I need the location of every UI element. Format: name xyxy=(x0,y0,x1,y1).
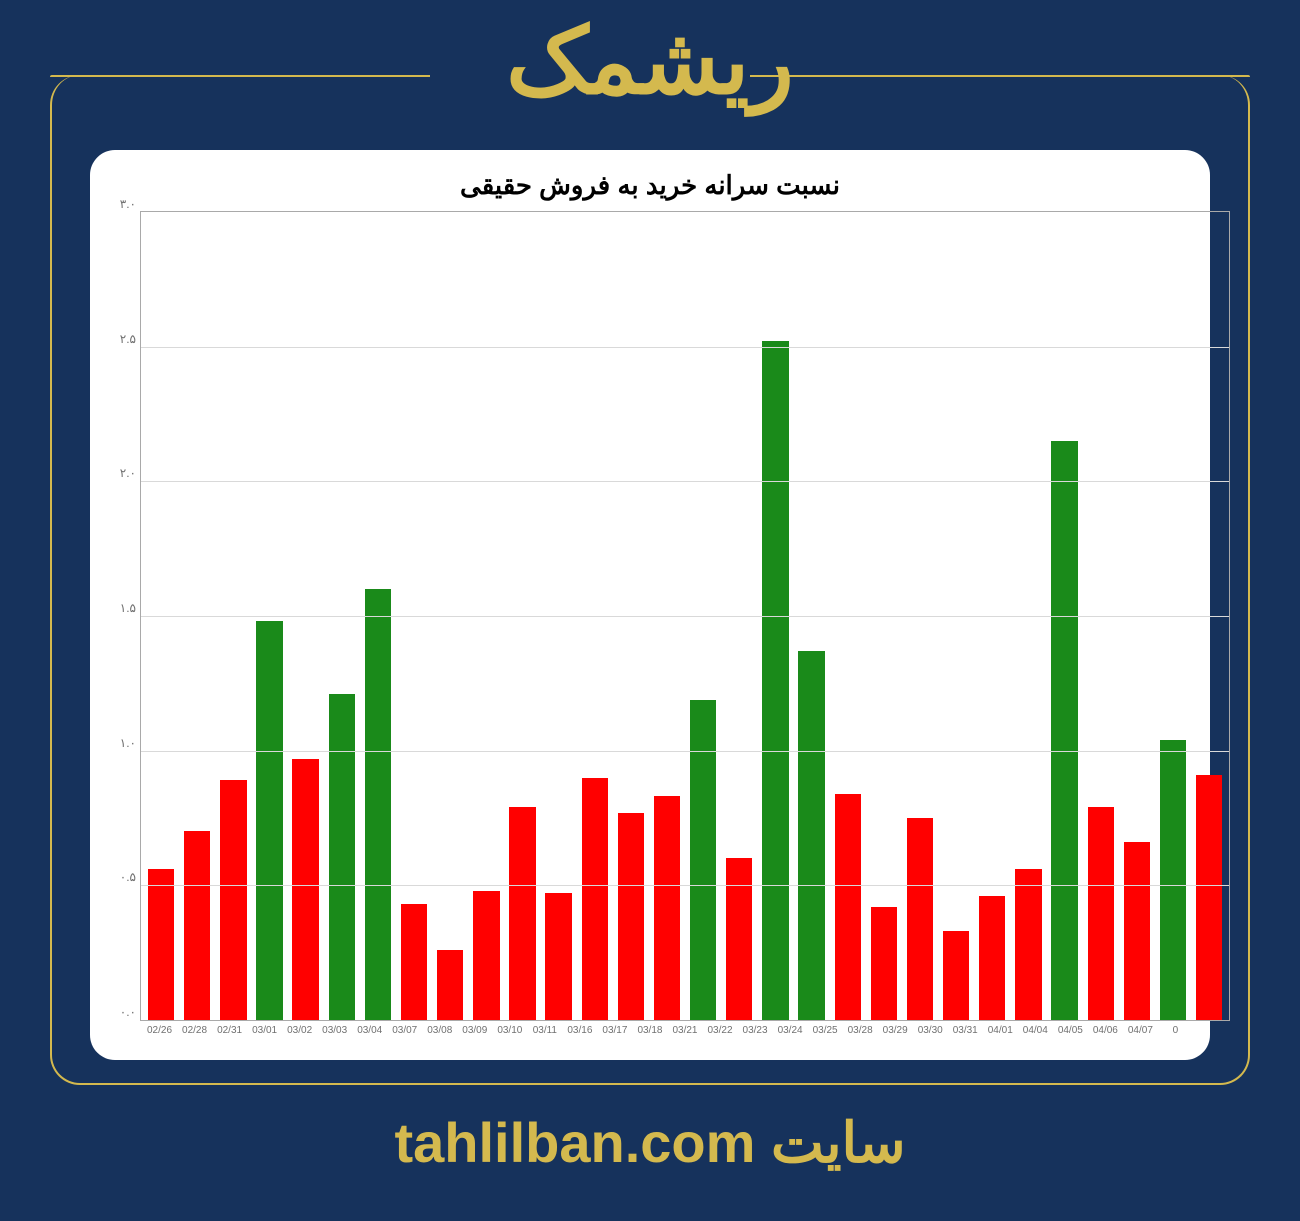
bar xyxy=(401,904,427,1020)
x-tick-label: 03/09 xyxy=(457,1025,492,1036)
y-tick-label: ۰.۵ xyxy=(120,870,136,884)
x-tick-label: 03/08 xyxy=(422,1025,457,1036)
footer-domain: tahlilban.com xyxy=(394,1111,755,1174)
x-tick-label: 02/28 xyxy=(177,1025,212,1036)
x-tick-label: 03/28 xyxy=(843,1025,878,1036)
x-tick-label: 03/25 xyxy=(808,1025,843,1036)
x-tick-label: 0 xyxy=(1158,1025,1193,1036)
x-tick-label: 04/04 xyxy=(1018,1025,1053,1036)
bar xyxy=(798,651,824,1020)
gridline xyxy=(141,885,1229,886)
x-axis-labels: 02/2602/2802/3103/0103/0203/0303/0403/07… xyxy=(140,1021,1195,1036)
bar xyxy=(943,931,969,1020)
bar xyxy=(1088,807,1114,1020)
bar xyxy=(509,807,535,1020)
x-tick-label: 03/30 xyxy=(913,1025,948,1036)
bar xyxy=(473,891,499,1020)
x-tick-label: 03/10 xyxy=(492,1025,527,1036)
bar xyxy=(690,700,716,1021)
x-tick-label: 03/29 xyxy=(878,1025,913,1036)
bar xyxy=(437,950,463,1020)
bar xyxy=(1196,775,1222,1020)
y-tick-label: ۱.۵ xyxy=(120,601,136,615)
bar xyxy=(907,818,933,1020)
x-tick-label: 04/01 xyxy=(983,1025,1018,1036)
x-tick-label: 04/07 xyxy=(1123,1025,1158,1036)
x-tick-label: 03/18 xyxy=(632,1025,667,1036)
bar xyxy=(1124,842,1150,1020)
x-tick-label: 03/16 xyxy=(562,1025,597,1036)
gridline xyxy=(141,481,1229,482)
y-axis-labels: ۰.۰۰.۵۱.۰۱.۵۲.۰۲.۵۳.۰ xyxy=(106,204,136,1012)
gridline xyxy=(141,347,1229,348)
gridline xyxy=(141,751,1229,752)
x-tick-label: 03/03 xyxy=(317,1025,352,1036)
x-tick-label: 03/24 xyxy=(773,1025,808,1036)
bar xyxy=(148,869,174,1020)
bar xyxy=(1051,441,1077,1020)
bar xyxy=(1160,740,1186,1020)
bar xyxy=(871,907,897,1020)
y-tick-label: ۲.۰ xyxy=(120,466,136,480)
footer-prefix: سایت xyxy=(771,1111,906,1174)
bar xyxy=(220,780,246,1020)
bar xyxy=(256,621,282,1020)
bar xyxy=(1015,869,1041,1020)
chart-plot-area: ۰.۰۰.۵۱.۰۱.۵۲.۰۲.۵۳.۰ xyxy=(140,211,1230,1021)
bar xyxy=(762,341,788,1020)
x-tick-label: 03/11 xyxy=(527,1025,562,1036)
chart-title: نسبت سرانه خرید به فروش حقیقی xyxy=(105,170,1195,201)
bar xyxy=(329,694,355,1020)
x-tick-label: 03/01 xyxy=(247,1025,282,1036)
y-tick-label: ۱.۰ xyxy=(120,736,136,750)
header-title: ریشمک xyxy=(0,8,1300,115)
bar xyxy=(979,896,1005,1020)
x-tick-label: 04/06 xyxy=(1088,1025,1123,1036)
x-tick-label: 02/26 xyxy=(142,1025,177,1036)
x-tick-label: 03/04 xyxy=(352,1025,387,1036)
x-tick-label: 03/02 xyxy=(282,1025,317,1036)
bar xyxy=(654,796,680,1020)
bar xyxy=(292,759,318,1020)
x-tick-label: 02/31 xyxy=(212,1025,247,1036)
x-tick-label: 03/22 xyxy=(703,1025,738,1036)
x-tick-label: 04/05 xyxy=(1053,1025,1088,1036)
bar xyxy=(835,794,861,1020)
bar xyxy=(582,778,608,1020)
bar xyxy=(726,858,752,1020)
y-tick-label: ۰.۰ xyxy=(120,1005,136,1019)
chart-card: نسبت سرانه خرید به فروش حقیقی ۰.۰ ۰.۵ ۱.۰ ۱… xyxy=(90,150,1210,1060)
bar xyxy=(545,893,571,1020)
x-tick-label: 03/21 xyxy=(667,1025,702,1036)
footer-text: سایت tahlilban.com xyxy=(0,1110,1300,1176)
page-background: ریشمک نسبت سرانه خرید به فروش حقیقی ۰.۰۰… xyxy=(0,0,1300,1221)
x-tick-label: 03/31 xyxy=(948,1025,983,1036)
x-tick-label: 03/17 xyxy=(597,1025,632,1036)
x-tick-label: 03/07 xyxy=(387,1025,422,1036)
y-tick-label: ۳.۰ xyxy=(120,197,136,211)
gridline xyxy=(141,616,1229,617)
x-tick-label: 03/23 xyxy=(738,1025,773,1036)
bar xyxy=(618,813,644,1020)
y-tick-label: ۲.۵ xyxy=(120,332,136,346)
bar xyxy=(184,831,210,1020)
bar xyxy=(365,589,391,1020)
